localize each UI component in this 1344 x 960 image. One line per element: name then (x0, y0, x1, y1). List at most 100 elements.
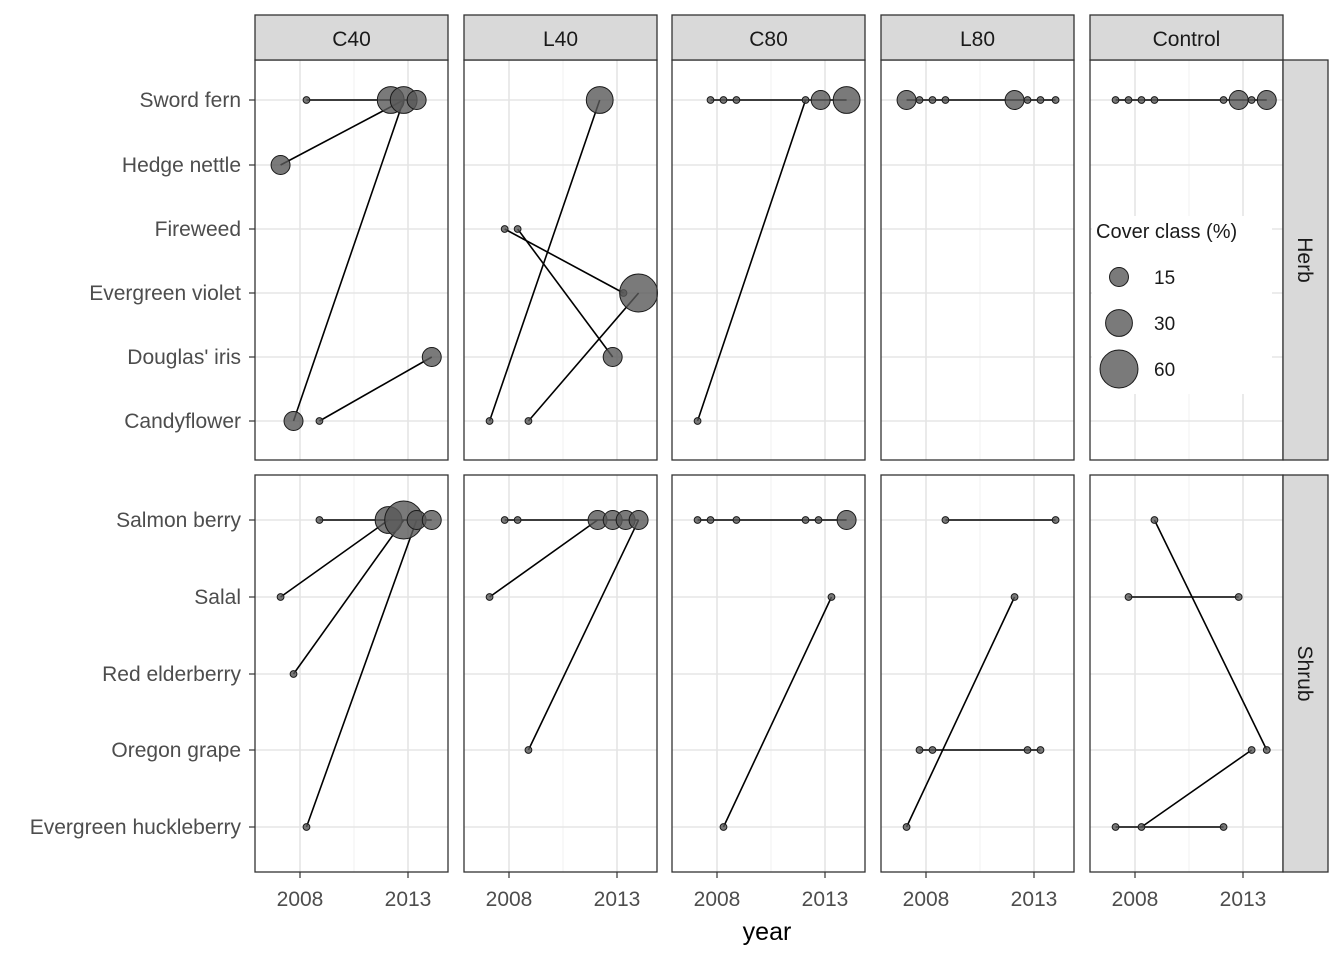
point-c80-shrub (732, 516, 741, 524)
y-tick-label: Douglas' iris (127, 346, 241, 369)
point-c40-herb (270, 155, 291, 175)
point-l40-shrub (513, 516, 522, 524)
gridlines (255, 60, 1283, 872)
x-tick-label: 2008 (277, 888, 324, 911)
point-l40-herb (500, 225, 509, 233)
point-l40-shrub (628, 510, 649, 530)
x-axis-label: year (743, 918, 792, 946)
point-l40-shrub (524, 746, 533, 754)
point-l80-shrub (1051, 516, 1060, 524)
point-l40-herb (585, 86, 614, 114)
row-label-herb: Herb (1293, 237, 1316, 283)
point-control-herb (1256, 90, 1277, 110)
point-c40-herb (421, 347, 442, 367)
segment-l40-herb (488, 99, 601, 422)
point-c40-shrub (276, 593, 285, 601)
point-c40-shrub (302, 823, 311, 831)
point-l80-shrub (1036, 746, 1045, 754)
point-l40-herb (485, 417, 494, 425)
legend-key-15 (1109, 267, 1129, 287)
point-l80-herb (928, 96, 937, 104)
x-tick-label: 2008 (1112, 888, 1159, 911)
x-tick-label: 2013 (385, 888, 432, 911)
legend-label-15: 15 (1154, 268, 1175, 289)
y-tick-label: Salal (194, 586, 241, 609)
x-tick-label: 2013 (594, 888, 641, 911)
point-c80-shrub (719, 823, 728, 831)
point-l80-shrub (928, 746, 937, 754)
panel-background (881, 60, 1074, 460)
point-c80-shrub (801, 516, 810, 524)
point-l80-herb (1023, 96, 1032, 104)
y-tick-label: Sword fern (139, 89, 241, 112)
point-control-shrub (1247, 746, 1256, 754)
row-strip-shrub (1282, 474, 1329, 873)
panel-border (880, 474, 1075, 873)
panel-background (255, 60, 448, 460)
point-l40-herb (619, 273, 659, 313)
facet-strip-c80 (671, 14, 866, 61)
panel-border (671, 474, 866, 873)
point-c80-shrub (827, 593, 836, 601)
segment-c40-shrub (280, 519, 390, 598)
segment-l40-herb (527, 292, 640, 422)
segment-l40-herb (504, 228, 624, 294)
point-l80-shrub (1010, 593, 1019, 601)
point-l80-herb (941, 96, 950, 104)
point-control-herb (1124, 96, 1133, 104)
panel-background (672, 60, 865, 460)
segment-l80-shrub (905, 596, 1016, 828)
y-tick-label: Candyflower (124, 410, 241, 433)
point-c40-shrub (315, 516, 324, 524)
point-c80-shrub (706, 516, 715, 524)
point-control-shrub (1150, 516, 1159, 524)
facet-strip-c40 (254, 14, 449, 61)
facet-strip-control (1089, 14, 1284, 61)
segment-l40-shrub (489, 519, 599, 598)
row-strip-herb (1282, 59, 1329, 461)
y-tick-label: Salmon berry (116, 509, 241, 532)
x-tick-label: 2013 (1011, 888, 1058, 911)
facet-strip-l80 (880, 14, 1075, 61)
point-c80-herb (832, 86, 861, 114)
point-l80-herb (915, 96, 924, 104)
x-tick-label: 2008 (694, 888, 741, 911)
facet-label-c80: C80 (749, 28, 788, 51)
x-tick-label: 2013 (1220, 888, 1267, 911)
facet-strip-l40 (463, 14, 658, 61)
segment-l40-herb (516, 228, 614, 358)
y-tick-label: Fireweed (155, 218, 241, 241)
point-c80-herb (810, 90, 831, 110)
legend-key-30 (1105, 309, 1133, 337)
point-l80-herb (1051, 96, 1060, 104)
point-control-herb (1247, 96, 1256, 104)
point-control-shrub (1137, 823, 1146, 831)
point-control-herb (1150, 96, 1159, 104)
segment-control-shrub (1153, 519, 1268, 751)
point-control-herb (1228, 90, 1249, 110)
point-control-shrub (1124, 593, 1133, 601)
point-c80-shrub (836, 510, 857, 530)
point-control-shrub (1219, 823, 1228, 831)
point-c80-herb (732, 96, 741, 104)
legend-key-60 (1099, 349, 1139, 389)
segment-c40-herb (292, 99, 405, 422)
chart-marks (270, 86, 1277, 831)
point-control-herb (1111, 96, 1120, 104)
point-control-herb (1219, 96, 1228, 104)
point-control-herb (1137, 96, 1146, 104)
y-tick-label: Hedge nettle (122, 154, 241, 177)
facet-label-l80: L80 (960, 28, 995, 51)
point-c40-shrub (421, 510, 442, 530)
y-tick-label: Evergreen violet (89, 282, 241, 305)
segment-c40-shrub (292, 519, 405, 675)
x-tick-label: 2013 (802, 888, 849, 911)
point-l40-herb (602, 347, 623, 367)
legend: Cover class (%) 15 30 60 (1092, 216, 1272, 394)
facet-label-c40: C40 (332, 28, 371, 51)
point-c80-herb (706, 96, 715, 104)
point-control-shrub (1111, 823, 1120, 831)
point-l80-shrub (1023, 746, 1032, 754)
segment-control-shrub (1141, 749, 1253, 828)
point-l80-herb (1004, 90, 1025, 110)
